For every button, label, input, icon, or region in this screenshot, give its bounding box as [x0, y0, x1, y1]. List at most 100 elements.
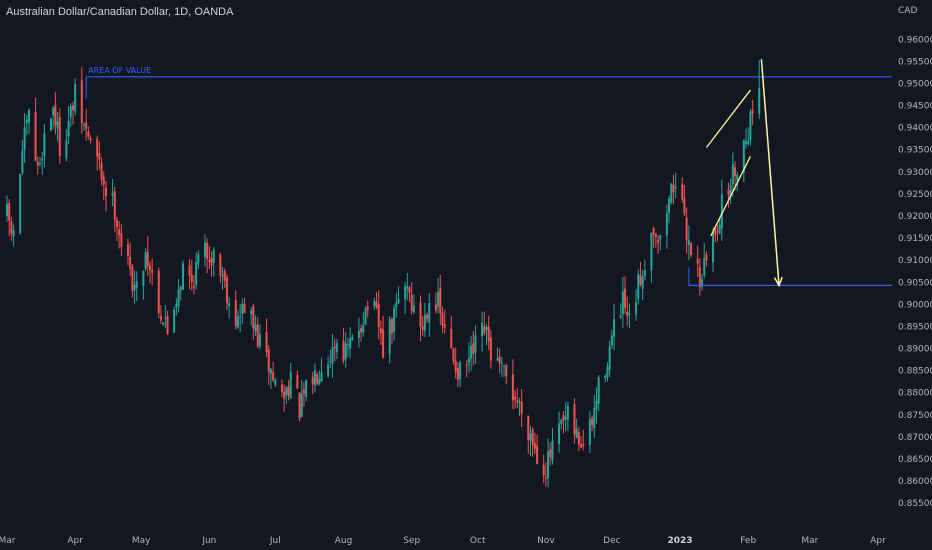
candle [173, 306, 176, 333]
candle [467, 342, 470, 373]
candle [408, 286, 411, 302]
candle [228, 296, 231, 319]
candle [665, 204, 668, 249]
candle [382, 315, 385, 359]
y-tick-label: 0.93000 [898, 168, 932, 178]
candle [619, 303, 622, 319]
x-tick-label: Oct [470, 536, 486, 546]
candle [520, 389, 523, 428]
candle [419, 295, 422, 342]
x-tick-label: Apr [67, 536, 83, 546]
candle [252, 303, 255, 340]
candle [298, 392, 301, 422]
candle [181, 260, 184, 291]
candle [485, 323, 488, 346]
candle [751, 99, 754, 126]
y-tick-label: 0.91000 [898, 256, 932, 266]
candle [85, 108, 88, 141]
target-arrow-head [773, 276, 783, 288]
candle [364, 306, 367, 326]
candle [626, 296, 629, 326]
candle [190, 260, 193, 291]
candle [465, 359, 468, 378]
candle [12, 224, 15, 247]
candle [456, 362, 459, 388]
candle [452, 347, 455, 365]
candle [162, 322, 165, 327]
candle [511, 359, 514, 410]
candle [80, 66, 83, 134]
y-tick-label: 0.87000 [898, 433, 932, 443]
candle [459, 360, 462, 387]
candle [131, 264, 134, 298]
candle [472, 331, 475, 366]
candle [23, 113, 26, 163]
candle [558, 411, 561, 453]
candle [54, 91, 57, 135]
candle [643, 259, 646, 281]
candle [613, 303, 616, 351]
candle [604, 374, 607, 383]
candle [285, 386, 288, 405]
candle [410, 282, 413, 315]
candle [164, 305, 167, 328]
candle [606, 362, 609, 382]
y-tick-label: 0.90500 [898, 278, 932, 288]
candle [49, 118, 52, 132]
candle [597, 375, 600, 411]
candle [628, 303, 631, 328]
candle [179, 285, 182, 301]
wedge-lower-line[interactable] [710, 156, 752, 237]
candle [241, 298, 244, 324]
candle [96, 135, 99, 171]
candle [496, 347, 499, 362]
candle [25, 114, 28, 136]
candle [159, 305, 162, 325]
candle [82, 122, 85, 131]
y-tick-label: 0.89000 [898, 345, 932, 355]
candle [441, 306, 444, 334]
candle [588, 410, 591, 454]
candle [272, 361, 275, 382]
candle [404, 282, 407, 315]
candle [690, 242, 693, 258]
candle [487, 315, 490, 350]
candle [302, 382, 305, 408]
candle [87, 126, 90, 140]
candle [357, 317, 360, 348]
candle [549, 442, 552, 466]
candle [52, 106, 55, 130]
candle [221, 266, 224, 291]
y-tick-label: 0.90000 [898, 300, 932, 310]
candle [624, 276, 627, 314]
candle [58, 108, 61, 164]
candle [206, 238, 209, 274]
candle [333, 338, 336, 362]
candle [390, 317, 393, 345]
candle [377, 290, 380, 340]
candle [331, 333, 334, 378]
candle [43, 123, 46, 168]
candle [203, 234, 206, 267]
x-tick-label: 2023 [668, 536, 693, 546]
wedge-upper-line[interactable] [705, 89, 751, 148]
candle [366, 300, 369, 318]
candle [426, 312, 429, 323]
candle [349, 326, 352, 358]
y-tick-label: 0.92500 [898, 190, 932, 200]
candle [212, 246, 215, 277]
x-tick-label: Sep [403, 536, 420, 546]
candle [27, 108, 30, 135]
candle [274, 377, 277, 387]
candle [674, 172, 677, 199]
target-arrow-line[interactable] [760, 59, 780, 286]
candle [654, 233, 657, 248]
candle [388, 316, 391, 364]
candle [234, 290, 237, 330]
candle [56, 112, 59, 142]
candle [320, 357, 323, 382]
y-tick-label: 0.87500 [898, 411, 932, 421]
candle [635, 289, 638, 321]
candle [34, 97, 37, 162]
